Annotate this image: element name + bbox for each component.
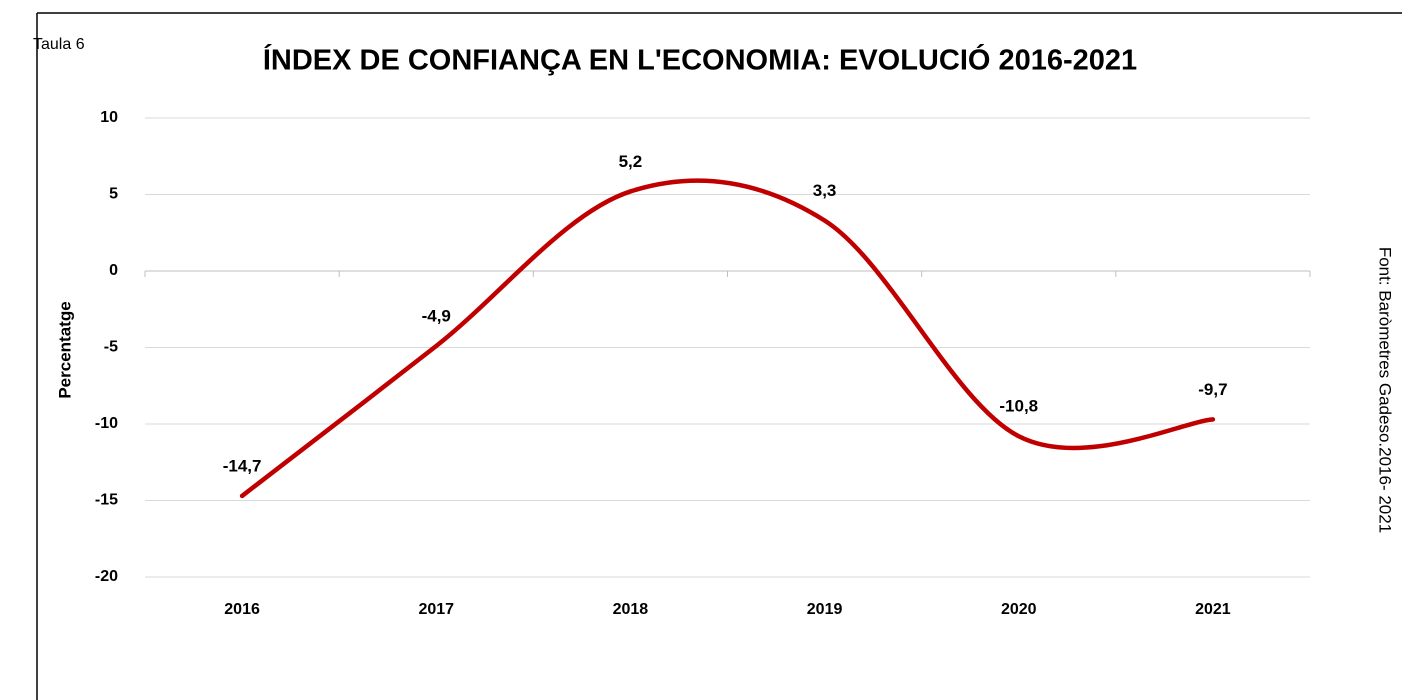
chart-title: ÍNDEX DE CONFIANÇA EN L'ECONOMIA: EVOLUC… xyxy=(263,43,1137,77)
data-label: 5,2 xyxy=(619,152,643,171)
data-label: 3,3 xyxy=(813,181,837,200)
data-label: -4,9 xyxy=(422,306,451,325)
y-tick-label: 0 xyxy=(109,262,118,279)
y-tick-label: 10 xyxy=(100,109,118,126)
annotation: Taula 6 xyxy=(33,36,85,53)
data-label: -10,8 xyxy=(999,397,1038,416)
x-tick-label: 2016 xyxy=(224,601,260,618)
x-tick-label: 2019 xyxy=(807,601,843,618)
y-tick-label: -20 xyxy=(95,568,118,585)
x-tick-label: 2020 xyxy=(1001,601,1037,618)
y-axis-label: Percentatge xyxy=(55,301,74,398)
y-tick-label: -10 xyxy=(95,415,118,432)
y-tick-label: -15 xyxy=(95,492,118,509)
source: Font: Baròmetres Gadeso.2016- 2021 xyxy=(1376,247,1395,533)
line xyxy=(239,178,1216,499)
y-tick-label: 5 xyxy=(109,186,118,203)
data-label: -9,7 xyxy=(1198,380,1227,399)
x-tick-label: 2018 xyxy=(613,601,649,618)
y-tick-label: -5 xyxy=(104,339,118,356)
x-tick-label: 2017 xyxy=(418,601,454,618)
data-label: -14,7 xyxy=(223,456,262,475)
x-tick-label: 2021 xyxy=(1195,601,1231,618)
